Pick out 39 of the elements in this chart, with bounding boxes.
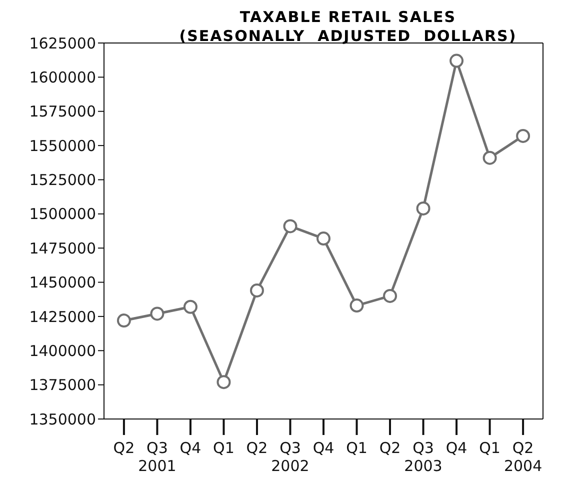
point: [150, 306, 164, 321]
x-tick-label: Q3 2003: [404, 439, 442, 475]
y-tick-label: 1575000: [29, 102, 96, 121]
point: [416, 201, 430, 216]
x-tick-label: Q4: [446, 439, 468, 457]
x-tick-label: Q2 2004: [504, 439, 542, 475]
x-tick-label: Q1: [479, 439, 500, 457]
point: [383, 288, 398, 303]
point: [316, 232, 330, 246]
point: [350, 298, 364, 313]
y-tick-label: 1450000: [29, 274, 96, 292]
point: [183, 300, 198, 314]
y-tick-label: 1425000: [29, 308, 96, 326]
y-tick-label: 1600000: [29, 68, 96, 87]
x-tick-label: Q3 2001: [138, 439, 176, 475]
point: [216, 375, 231, 390]
x-tick-label: Q2: [379, 439, 401, 457]
y-tick-label: 1500000: [29, 205, 96, 224]
chart-title: TAXABLE RETAIL SALES (SEASONALLY ADJUSTED DOLLARS): [178, 8, 518, 46]
y-tick-label: 1525000: [29, 171, 96, 190]
x-tick-label: Q4: [312, 439, 334, 457]
y-tick-label: 1475000: [29, 239, 96, 258]
point: [250, 283, 264, 298]
x-tick-label: Q2: [113, 439, 135, 457]
y-tick-label: 1400000: [29, 342, 96, 360]
y-tick-label: 1625000: [29, 34, 96, 52]
point: [450, 54, 464, 68]
x-tick-label: Q2: [246, 439, 268, 457]
x-tick-label: Q4: [180, 439, 202, 457]
x-tick-label: Q3 2002: [271, 439, 310, 475]
y-tick-label: 1350000: [29, 410, 96, 428]
x-tick-label: Q1: [213, 439, 234, 457]
y-tick-label: 1550000: [29, 136, 96, 155]
point: [283, 219, 298, 234]
x-tick-label: Q1: [346, 439, 368, 457]
point: [482, 150, 497, 165]
y-tick-label: 1375000: [29, 376, 96, 394]
point: [116, 314, 131, 328]
point: [516, 128, 530, 143]
